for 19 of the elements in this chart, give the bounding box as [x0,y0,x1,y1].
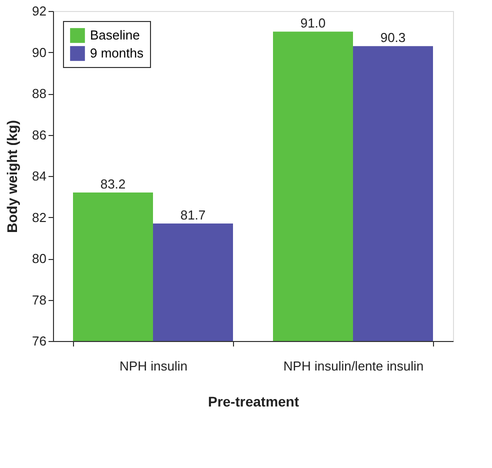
text: 90.3 [380,30,406,46]
y-axis-title: Body weight (kg) [4,120,20,233]
text: 91.0 [300,16,326,31]
text: 83.2 [100,176,126,192]
y-tick-label: 76 [32,334,46,348]
x-axis-title: Pre-treatment [208,394,300,410]
y-tick-label: 84 [32,168,46,184]
y-tick-label: 92 [32,4,46,18]
y-tick-label: 80 [32,251,46,266]
y-tick-label: 88 [32,86,46,101]
y-tick-label: 90 [32,44,46,60]
x-tick-label: NPH insulin [120,358,188,374]
y-tick-label: 86 [32,127,46,142]
y-tick-label: 78 [32,292,46,308]
text: 81.7 [180,207,206,222]
y-tick-label: 82 [32,210,46,225]
legend-label: 9 months [90,46,144,60]
legend-label: Baseline [90,28,140,42]
x-tick-label: NPH insulin/lente insulin [283,358,424,374]
